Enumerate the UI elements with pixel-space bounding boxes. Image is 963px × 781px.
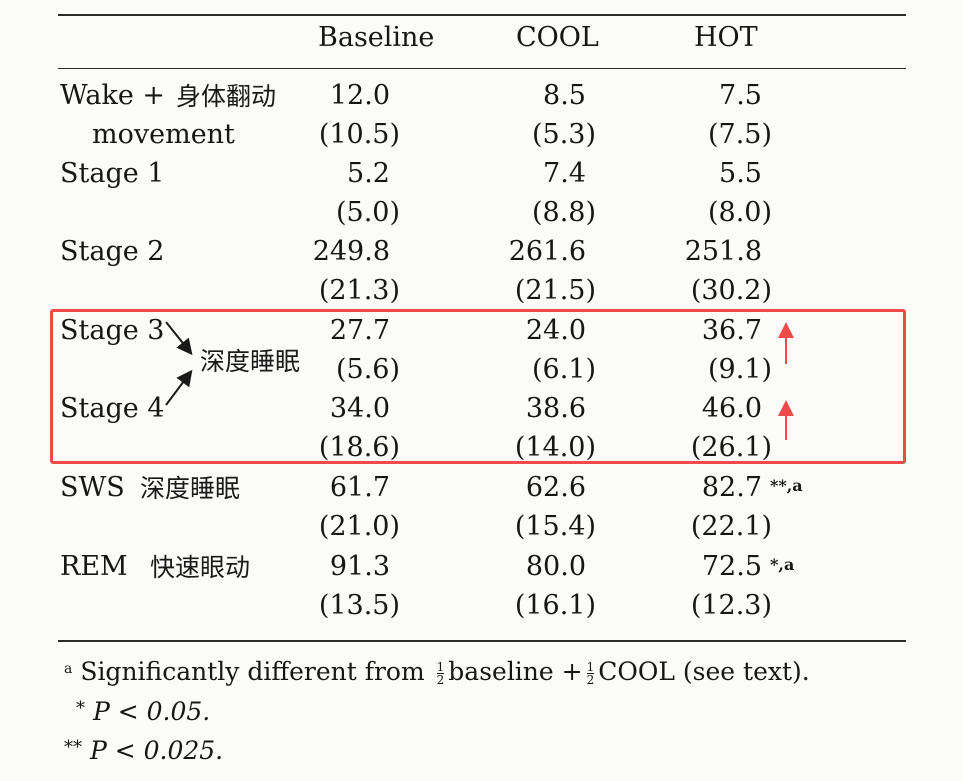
cell-stage4-hot-sd: (26.1) bbox=[690, 432, 772, 463]
cell-wake-baseline: 12.0 bbox=[329, 80, 390, 111]
row-label-stage2: Stage 2 bbox=[60, 236, 165, 267]
cell-stage4-baseline-sd: (18.6) bbox=[318, 432, 400, 463]
row-label-stage1: Stage 1 bbox=[60, 158, 165, 189]
cell-rem-hot: 72.5 bbox=[701, 551, 762, 582]
row-label-rem: REM bbox=[60, 551, 128, 582]
cell-rem-baseline: 91.3 bbox=[329, 551, 390, 582]
row-label-stage4: Stage 4 bbox=[60, 393, 165, 424]
footnote-a: a Significantly different from 1 2 baselin… bbox=[64, 656, 810, 688]
cell-stage2-cool-sd: (21.5) bbox=[514, 275, 596, 306]
cell-sws-cool: 62.6 bbox=[525, 472, 586, 503]
footnote-double-star: ** P < 0.025. bbox=[64, 735, 223, 767]
footnote-star-marker: * bbox=[76, 698, 85, 719]
footnote-a-text-after: COOL (see text). bbox=[598, 657, 810, 686]
cell-stage1-cool-sd: (8.8) bbox=[531, 197, 596, 228]
cell-wake-baseline-sd: (10.5) bbox=[318, 119, 400, 150]
cell-wake-cool: 8.5 bbox=[543, 80, 586, 111]
row-label-stage3: Stage 3 bbox=[60, 315, 165, 346]
cell-stage3-cool: 24.0 bbox=[525, 315, 586, 346]
cell-sws-cool-sd: (15.4) bbox=[514, 511, 596, 542]
footnote-a-text-before: Significantly different from bbox=[80, 657, 425, 686]
row-label-sws: SWS bbox=[60, 472, 125, 503]
top-rule bbox=[58, 14, 906, 16]
cell-stage3-cool-sd: (6.1) bbox=[531, 354, 596, 385]
cell-stage4-cool: 38.6 bbox=[525, 393, 586, 424]
cell-wake-cool-sd: (5.3) bbox=[531, 119, 596, 150]
col-header-cool: COOL bbox=[516, 22, 599, 53]
cell-stage4-cool-sd: (14.0) bbox=[514, 432, 596, 463]
rem-hot-significance-marker: *,a bbox=[770, 555, 795, 574]
cell-stage2-hot: 251.8 bbox=[684, 236, 762, 267]
cell-rem-cool: 80.0 bbox=[525, 551, 586, 582]
annotation-body-movement: 身体翻动 bbox=[176, 82, 277, 111]
cell-sws-baseline: 61.7 bbox=[329, 472, 390, 503]
cell-stage4-baseline: 34.0 bbox=[329, 393, 390, 424]
row-label-wake: Wake + bbox=[60, 80, 166, 111]
cell-stage3-hot: 36.7 bbox=[701, 315, 762, 346]
footnote-a-marker: a bbox=[64, 661, 73, 677]
footnote-a-mid: baseline + bbox=[448, 657, 583, 686]
arrow-stage4-to-deep-sleep-icon bbox=[165, 369, 193, 406]
annotation-deep-sleep: 深度睡眠 bbox=[200, 347, 301, 376]
cell-wake-hot: 7.5 bbox=[719, 80, 762, 111]
cell-stage2-baseline: 249.8 bbox=[312, 236, 390, 267]
cell-sws-hot: 82.7 bbox=[701, 472, 762, 503]
cell-rem-cool-sd: (16.1) bbox=[514, 590, 596, 621]
cell-stage3-baseline: 27.7 bbox=[329, 315, 390, 346]
header-rule bbox=[58, 68, 906, 69]
cell-rem-hot-sd: (12.3) bbox=[690, 590, 772, 621]
cell-stage2-baseline-sd: (21.3) bbox=[318, 275, 400, 306]
sws-hot-significance-marker: **,a bbox=[770, 476, 803, 495]
cell-stage3-baseline-sd: (5.6) bbox=[335, 354, 400, 385]
cell-stage1-cool: 7.4 bbox=[543, 158, 586, 189]
cell-stage1-hot-sd: (8.0) bbox=[707, 197, 772, 228]
deep-sleep-highlight-box bbox=[50, 309, 906, 464]
cell-sws-hot-sd: (22.1) bbox=[690, 511, 772, 542]
row-label-movement: movement bbox=[92, 119, 235, 150]
cell-stage4-hot: 46.0 bbox=[701, 393, 762, 424]
cell-stage1-hot: 5.5 bbox=[719, 158, 762, 189]
footnote-double-star-text: P < 0.025. bbox=[89, 736, 224, 765]
cell-rem-baseline-sd: (13.5) bbox=[318, 590, 400, 621]
arrow-stage3-to-deep-sleep-icon bbox=[165, 321, 193, 356]
cell-stage2-cool: 261.6 bbox=[508, 236, 586, 267]
col-header-baseline: Baseline bbox=[318, 22, 435, 53]
annotation-sws: 深度睡眠 bbox=[140, 474, 241, 503]
cell-sws-baseline-sd: (21.0) bbox=[318, 511, 400, 542]
col-header-hot: HOT bbox=[694, 22, 758, 53]
bottom-rule bbox=[58, 640, 906, 642]
footnote-double-star-marker: ** bbox=[64, 737, 82, 758]
cell-stage1-baseline: 5.2 bbox=[347, 158, 390, 189]
footnote-star-text: P < 0.05. bbox=[92, 697, 211, 726]
cell-wake-hot-sd: (7.5) bbox=[707, 119, 772, 150]
cell-stage3-hot-sd: (9.1) bbox=[707, 354, 772, 385]
cell-stage1-baseline-sd: (5.0) bbox=[335, 197, 400, 228]
cell-stage2-hot-sd: (30.2) bbox=[690, 275, 772, 306]
annotation-rem: 快速眼动 bbox=[150, 553, 251, 582]
footnote-star: * P < 0.05. bbox=[76, 696, 210, 728]
